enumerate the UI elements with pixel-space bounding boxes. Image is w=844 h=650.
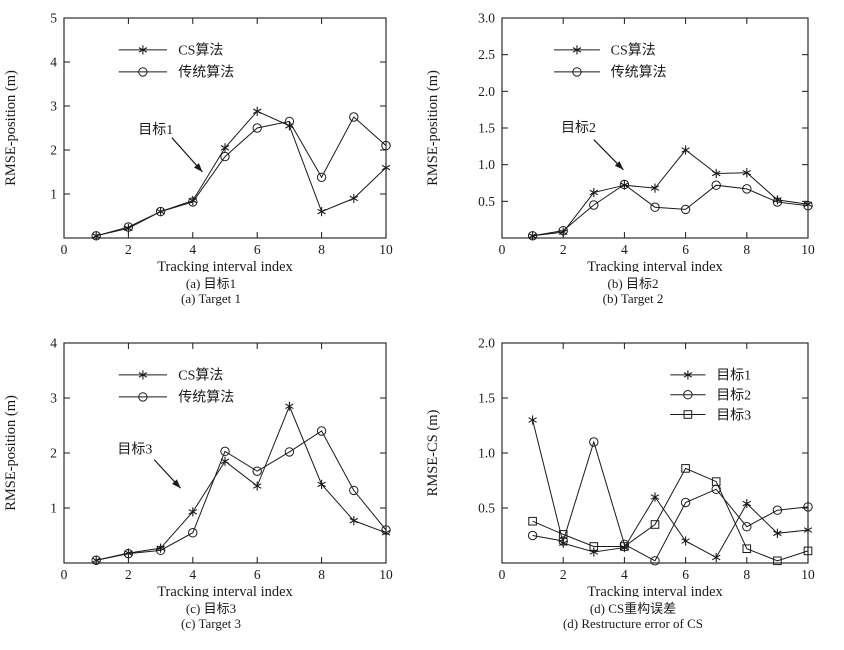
- svg-text:0.5: 0.5: [478, 194, 495, 209]
- caption-target-3: (c) 目标3 (c) Target 3: [0, 601, 422, 631]
- svg-text:4: 4: [50, 55, 57, 70]
- svg-text:传统算法: 传统算法: [178, 65, 234, 81]
- svg-text:目标3: 目标3: [117, 442, 152, 458]
- caption-cn: (b) 目标2: [607, 276, 659, 291]
- svg-text:Tracking interval index: Tracking interval index: [157, 259, 293, 272]
- svg-text:1.5: 1.5: [478, 391, 495, 406]
- svg-text:RMSE-CS (m): RMSE-CS (m): [425, 410, 441, 497]
- svg-text:Tracking interval index: Tracking interval index: [587, 259, 723, 272]
- svg-text:10: 10: [801, 567, 815, 582]
- svg-text:6: 6: [254, 567, 261, 582]
- svg-text:2: 2: [125, 242, 132, 257]
- svg-text:10: 10: [379, 567, 393, 582]
- svg-text:0.5: 0.5: [478, 501, 495, 516]
- svg-text:RMSE-position (m): RMSE-position (m): [3, 395, 19, 511]
- caption-target-1: (a) 目标1 (a) Target 1: [0, 276, 422, 306]
- caption-en: (c) Target 3: [181, 616, 241, 631]
- svg-text:2: 2: [560, 242, 567, 257]
- caption-cn: (c) 目标3: [185, 601, 237, 616]
- svg-text:1.5: 1.5: [478, 121, 495, 136]
- svg-text:目标2: 目标2: [716, 388, 751, 404]
- svg-text:8: 8: [318, 242, 325, 257]
- svg-text:2: 2: [560, 567, 567, 582]
- svg-text:10: 10: [801, 242, 815, 257]
- svg-text:目标1: 目标1: [138, 122, 173, 138]
- svg-text:0: 0: [61, 567, 68, 582]
- svg-text:3: 3: [50, 99, 57, 114]
- svg-text:传统算法: 传统算法: [611, 65, 667, 81]
- plot-canvas-target-2: 0 2 4 6 8 10 0.5 1.0 1.5 2.0 2.5 3.0 Tracking interv…: [425, 11, 815, 273]
- svg-text:6: 6: [254, 242, 261, 257]
- svg-text:2.0: 2.0: [478, 336, 495, 351]
- svg-text:1: 1: [50, 187, 57, 202]
- chart-cell-target-1: 0 2 4 6 8 10 1 2 3 4 5 Tracking interval index RMSE-…: [0, 0, 422, 325]
- svg-text:RMSE-position (m): RMSE-position (m): [425, 70, 441, 186]
- svg-text:1.0: 1.0: [478, 157, 495, 172]
- svg-text:2: 2: [50, 143, 57, 158]
- svg-text:3.0: 3.0: [478, 11, 495, 26]
- svg-text:8: 8: [318, 567, 325, 582]
- svg-text:4: 4: [189, 567, 196, 582]
- chart-cell-target-3: 0 2 4 6 8 10 1 2 3 4 Tracking interval index RMSE-p…: [0, 325, 422, 650]
- svg-text:CS算法: CS算法: [611, 43, 656, 59]
- svg-text:Tracking interval index: Tracking interval index: [157, 584, 293, 597]
- svg-text:8: 8: [743, 242, 750, 257]
- svg-text:目标1: 目标1: [716, 368, 751, 384]
- svg-text:0: 0: [61, 242, 68, 257]
- caption-cs-error: (d) CS重构误差 (d) Restructure error of CS: [422, 601, 844, 631]
- svg-text:目标3: 目标3: [716, 407, 751, 423]
- caption-en: (d) Restructure error of CS: [562, 616, 704, 631]
- svg-text:4: 4: [189, 242, 196, 257]
- svg-text:目标2: 目标2: [561, 120, 596, 136]
- plot-canvas-cs-error: 0 2 4 6 8 10 0.5 1.0 1.5 2.0 Tracking interval ind…: [425, 336, 815, 598]
- svg-text:4: 4: [50, 336, 57, 351]
- svg-text:4: 4: [621, 567, 628, 582]
- chart-cell-target-2: 0 2 4 6 8 10 0.5 1.0 1.5 2.0 2.5 3.0 Tracking interv…: [422, 0, 844, 325]
- caption-cn: (d) CS重构误差: [589, 601, 677, 616]
- svg-text:8: 8: [743, 567, 750, 582]
- svg-text:RMSE-position (m): RMSE-position (m): [3, 70, 19, 186]
- svg-text:CS算法: CS算法: [178, 43, 223, 59]
- chart-cell-cs-error: 0 2 4 6 8 10 0.5 1.0 1.5 2.0 Tracking interval ind…: [422, 325, 844, 650]
- svg-text:1: 1: [50, 501, 57, 516]
- caption-cn: (a) 目标1: [185, 276, 237, 291]
- caption-target-2: (b) 目标2 (b) Target 2: [422, 276, 844, 306]
- svg-text:2.5: 2.5: [478, 47, 495, 62]
- caption-en: (b) Target 2: [602, 291, 664, 306]
- svg-text:0: 0: [499, 242, 506, 257]
- svg-text:6: 6: [682, 242, 689, 257]
- svg-text:0: 0: [499, 567, 506, 582]
- svg-text:3: 3: [50, 391, 57, 406]
- svg-text:1.0: 1.0: [478, 446, 495, 461]
- svg-text:CS算法: CS算法: [178, 368, 223, 384]
- svg-text:5: 5: [50, 11, 57, 26]
- svg-text:传统算法: 传统算法: [178, 390, 234, 406]
- svg-text:2: 2: [50, 446, 57, 461]
- svg-text:2.0: 2.0: [478, 84, 495, 99]
- svg-text:Tracking interval index: Tracking interval index: [587, 584, 723, 597]
- caption-en: (a) Target 1: [181, 291, 241, 306]
- svg-text:4: 4: [621, 242, 628, 257]
- svg-text:2: 2: [125, 567, 132, 582]
- svg-text:6: 6: [682, 567, 689, 582]
- svg-text:10: 10: [379, 242, 393, 257]
